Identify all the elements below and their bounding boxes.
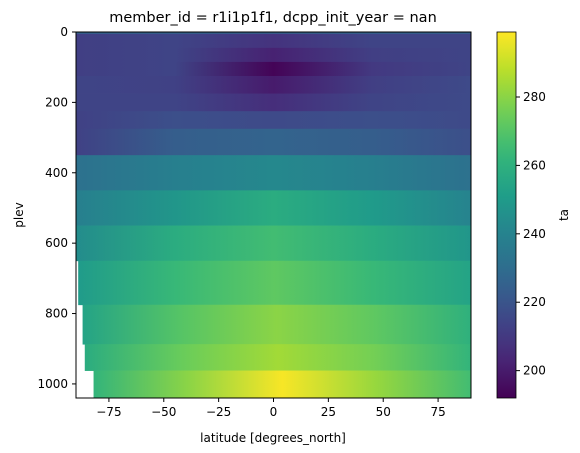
heatmap-band — [76, 32, 471, 35]
chart-title: member_id = r1i1p1f1, dcpp_init_year = n… — [109, 10, 437, 26]
y-tick-label: 600 — [45, 236, 68, 250]
heatmap-band — [76, 225, 471, 262]
x-tick-label: 0 — [270, 405, 278, 419]
x-tick-label: −25 — [206, 405, 231, 419]
x-axis-label: latitude [degrees_north] — [200, 431, 346, 445]
x-axis-ticks: −75 −50 −25 0 25 50 75 — [96, 398, 446, 419]
y-axis-label: plev — [12, 202, 26, 227]
y-tick-label: 400 — [45, 166, 68, 180]
y-tick-label: 200 — [45, 95, 68, 109]
heatmap-band — [76, 128, 471, 156]
heatmap-band — [93, 370, 472, 399]
colorbar-tick-label: 220 — [523, 295, 546, 309]
x-tick-label: −75 — [96, 405, 121, 419]
heatmap-band — [84, 344, 472, 371]
y-axis-ticks: 0 200 400 600 800 1000 — [37, 25, 76, 391]
colorbar-ticks: 200 220 240 260 280 — [516, 90, 546, 378]
colorbar-tick-label: 240 — [523, 227, 546, 241]
x-tick-label: 75 — [430, 405, 445, 419]
colorbar-label: ta — [557, 209, 571, 221]
colorbar-tick-label: 260 — [523, 158, 546, 172]
x-tick-label: −50 — [151, 405, 176, 419]
y-tick-label: 1000 — [37, 377, 68, 391]
heatmap-band — [76, 111, 471, 130]
y-tick-label: 0 — [60, 25, 68, 39]
colorbar — [496, 31, 517, 399]
heatmap-band — [76, 33, 471, 49]
colorbar-tick-label: 200 — [523, 364, 546, 378]
x-tick-label: 25 — [321, 405, 336, 419]
heatmap-band — [76, 190, 471, 226]
y-tick-label: 800 — [45, 307, 68, 321]
heatmap-band — [76, 47, 471, 63]
heatmap-band — [76, 93, 471, 112]
x-tick-label: 50 — [376, 405, 391, 419]
heatmap-band — [76, 61, 471, 77]
heatmap-band — [82, 304, 471, 345]
heatmap-cells — [76, 32, 472, 399]
heatmap-band — [78, 260, 471, 306]
heatmap-band — [76, 155, 471, 191]
heatmap-band — [76, 75, 471, 94]
colorbar-tick-label: 280 — [523, 90, 546, 104]
